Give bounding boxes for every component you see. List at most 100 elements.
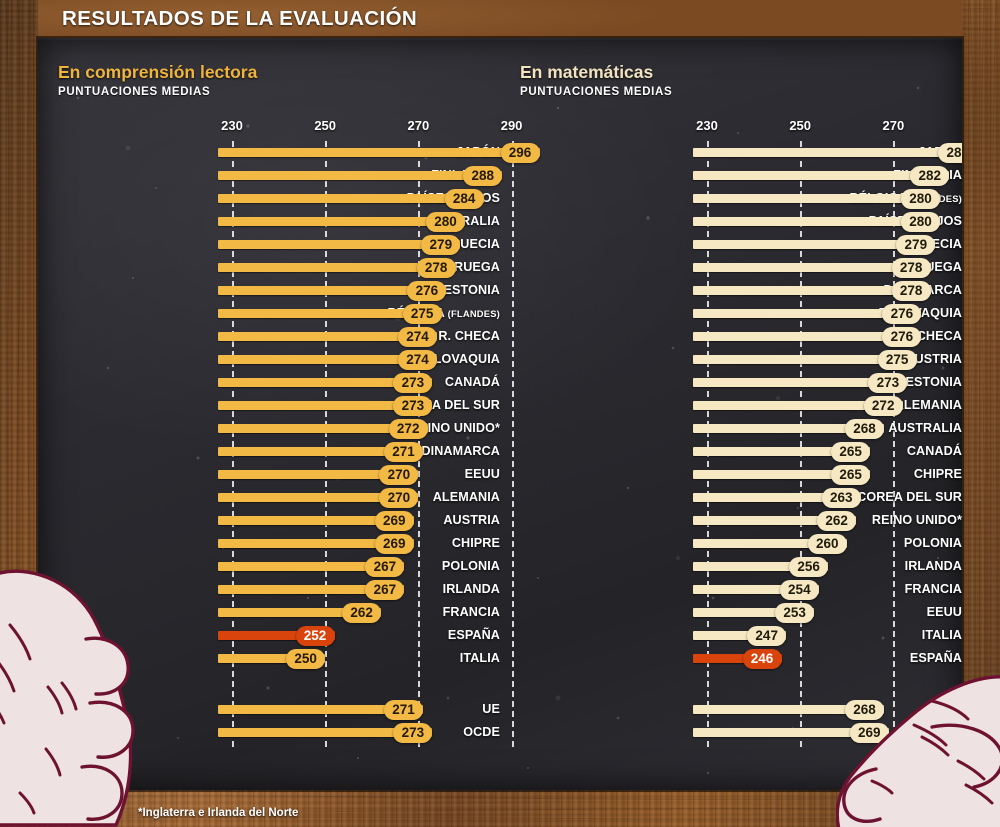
- value-pill: 296: [500, 142, 540, 163]
- footnote: *Inglaterra e Irlanda del Norte: [138, 807, 299, 819]
- chart-row: AUSTRALIA 268: [500, 417, 962, 440]
- chart-row: DINAMARCA 271: [38, 440, 500, 463]
- value-pill: 274: [398, 326, 438, 347]
- chart-row: EEUU 253: [500, 601, 962, 624]
- row-label: EEUU: [464, 467, 500, 481]
- chart-row: ESLOVAQUIA276: [500, 302, 962, 325]
- row-label: COREA DEL SUR: [857, 490, 962, 504]
- value-pill: 276: [407, 280, 447, 301]
- value-bar: [693, 631, 787, 640]
- row-label: UE: [482, 702, 500, 716]
- value-pill: 270: [379, 487, 419, 508]
- value-pill: 250: [286, 648, 326, 669]
- value-bar: [218, 631, 335, 640]
- chart-row: IRLANDA 256: [500, 555, 962, 578]
- value-pill: 288: [463, 165, 503, 186]
- value-bar: [218, 654, 326, 663]
- value-bar: [693, 148, 962, 157]
- chart-row: CANADÁ 273: [38, 371, 500, 394]
- value-pill: 275: [877, 349, 917, 370]
- value-bar: [693, 447, 871, 456]
- row-label: R. CHECA: [438, 329, 500, 343]
- chart-row: FINLANDIA282: [500, 164, 962, 187]
- value-pill: 252: [295, 625, 335, 646]
- value-pill: 267: [365, 579, 405, 600]
- chart-row: IRLANDA 267: [38, 578, 500, 601]
- value-pill: 278: [891, 257, 931, 278]
- axis-tick-label: 270: [407, 118, 430, 133]
- value-pill: 273: [393, 395, 433, 416]
- value-pill: 278: [891, 280, 931, 301]
- row-label: ESLOVAQUIA: [416, 352, 500, 366]
- value-pill: 254: [779, 579, 819, 600]
- axis-tick-label: 250: [789, 118, 812, 133]
- value-pill: 280: [900, 188, 940, 209]
- chart-row: CANADÁ 265: [500, 440, 962, 463]
- value-bar: [693, 654, 782, 663]
- value-bar: [693, 585, 819, 594]
- axis-tick-label: 230: [221, 118, 243, 133]
- value-pill: 246: [742, 648, 782, 669]
- row-label: CHIPRE: [451, 536, 500, 550]
- row-label: AUSTRIA: [443, 513, 500, 527]
- row-label: ALEMANIA: [894, 398, 962, 412]
- value-pill: 271: [384, 699, 424, 720]
- chart-row: ESPAÑA 246: [500, 647, 962, 670]
- row-label: FRANCIA: [442, 605, 500, 619]
- chart-row: ESTONIA 273: [500, 371, 962, 394]
- chart-row: FINLANDIA288: [38, 164, 503, 187]
- axis-tick-label: 270: [882, 118, 905, 133]
- value-pill: 284: [444, 188, 484, 209]
- value-pill: 256: [789, 556, 829, 577]
- value-pill: 280: [900, 211, 940, 232]
- value-bar: [693, 332, 922, 341]
- value-bar: [693, 171, 950, 180]
- value-bar: [218, 401, 433, 410]
- row-label: ESTONIA: [443, 283, 500, 297]
- panel-title: En comprensión lectora: [58, 62, 258, 82]
- value-bar: [693, 401, 903, 410]
- value-bar: [218, 470, 419, 479]
- row-label: IRLANDA: [442, 582, 500, 596]
- row-label: CANADÁ: [906, 444, 962, 458]
- value-bar: [218, 217, 465, 226]
- value-bar: [218, 493, 419, 502]
- chart-row: REINO UNIDO* 262: [500, 509, 962, 532]
- row-label: ESPAÑA: [909, 651, 962, 665]
- page-title: RESULTADOS DE LA EVALUACIÓN: [62, 7, 418, 30]
- chart-row: ESLOVAQUIA 274: [38, 348, 500, 371]
- row-label: ALEMANIA: [432, 490, 500, 504]
- value-pill: 260: [807, 533, 847, 554]
- value-bar: [218, 263, 456, 272]
- chart-row: ALEMANIA 270: [38, 486, 500, 509]
- row-label: DINAMARCA: [421, 444, 500, 458]
- value-pill: 288: [938, 142, 962, 163]
- value-pill: 274: [398, 349, 438, 370]
- value-pill: 270: [379, 464, 419, 485]
- chart-row: AUSTRIA 269: [38, 509, 500, 532]
- chart-row: ITALIA 250: [38, 647, 500, 670]
- value-bar: [218, 447, 424, 456]
- axis-tick-label: 250: [314, 118, 337, 133]
- chart-row: POLONIA 267: [38, 555, 500, 578]
- row-label: ESTONIA: [905, 375, 962, 389]
- value-bar: [218, 332, 438, 341]
- value-bar: [693, 516, 857, 525]
- value-bar: [218, 562, 405, 571]
- row-label: ITALIA: [459, 651, 500, 665]
- chalkboard-panel: En comprensión lectora PUNTUACIONES MEDI…: [38, 38, 962, 790]
- chart-row: COREA DEL SUR 273: [38, 394, 500, 417]
- value-pill: 269: [374, 533, 414, 554]
- gridline: [511, 141, 514, 747]
- chart-row: REINO UNIDO* 272: [38, 417, 500, 440]
- chart-row: EEUU 270: [38, 463, 500, 486]
- gridline: [706, 141, 709, 747]
- row-label: AUSTRIA: [905, 352, 962, 366]
- value-pill: 273: [393, 722, 433, 743]
- value-pill: 262: [342, 602, 382, 623]
- chart-row: COREA DEL SUR 263: [500, 486, 962, 509]
- panel-subtitle: PUNTUACIONES MEDIAS: [520, 86, 673, 98]
- value-pill: 265: [831, 464, 871, 485]
- chart-row: CHIPRE 269: [38, 532, 500, 555]
